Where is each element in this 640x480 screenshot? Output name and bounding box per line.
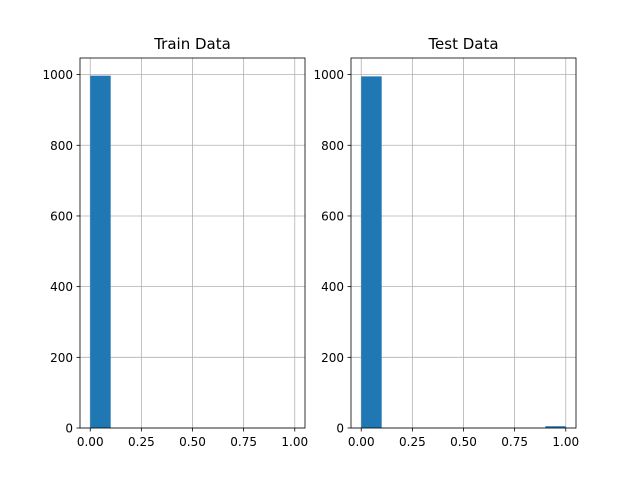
y-tick-label: 800 (321, 139, 344, 153)
y-tick-label: 600 (50, 209, 73, 223)
x-tick-label: 0.25 (399, 435, 426, 449)
y-tick-label: 1000 (42, 68, 73, 82)
y-tick-label: 0 (336, 422, 344, 436)
ticks: 0.00 0.25 0.50 0.75 1.00 0 200 400 600 800 1000 (313, 68, 579, 449)
y-tick-label: 0 (65, 422, 73, 436)
x-tick-label: 0.50 (179, 435, 206, 449)
x-tick-label: 0.00 (348, 435, 375, 449)
test-data-subplot: 0.00 0.25 0.50 0.75 1.00 0 200 400 600 800 1000 Te… (313, 35, 579, 449)
chart-title: Train Data (153, 35, 231, 53)
ticks: 0.00 0.25 0.50 0.75 1.00 0 200 400 600 800 1000 (42, 68, 308, 449)
x-tick-label: 0.50 (450, 435, 477, 449)
grid (80, 58, 305, 429)
x-tick-label: 0.25 (128, 435, 155, 449)
y-tick-label: 200 (50, 351, 73, 365)
x-tick-label: 1.00 (281, 435, 308, 449)
y-tick-label: 200 (321, 351, 344, 365)
y-tick-label: 800 (50, 139, 73, 153)
x-tick-label: 0.00 (77, 435, 104, 449)
x-tick-label: 1.00 (552, 435, 579, 449)
y-tick-label: 400 (50, 280, 73, 294)
histogram-bar (545, 426, 566, 428)
train-data-subplot: 0.00 0.25 0.50 0.75 1.00 0 200 400 600 800 1000 Tr… (42, 35, 308, 449)
x-tick-label: 0.75 (230, 435, 257, 449)
y-tick-label: 400 (321, 280, 344, 294)
histogram-bar (90, 75, 111, 429)
y-tick-label: 600 (321, 209, 344, 223)
histogram-bar (361, 76, 382, 428)
bars (361, 76, 566, 428)
chart-title: Test Data (427, 35, 498, 53)
y-tick-label: 1000 (313, 68, 344, 82)
x-tick-label: 0.75 (501, 435, 528, 449)
grid (351, 58, 576, 429)
bars (90, 75, 111, 429)
